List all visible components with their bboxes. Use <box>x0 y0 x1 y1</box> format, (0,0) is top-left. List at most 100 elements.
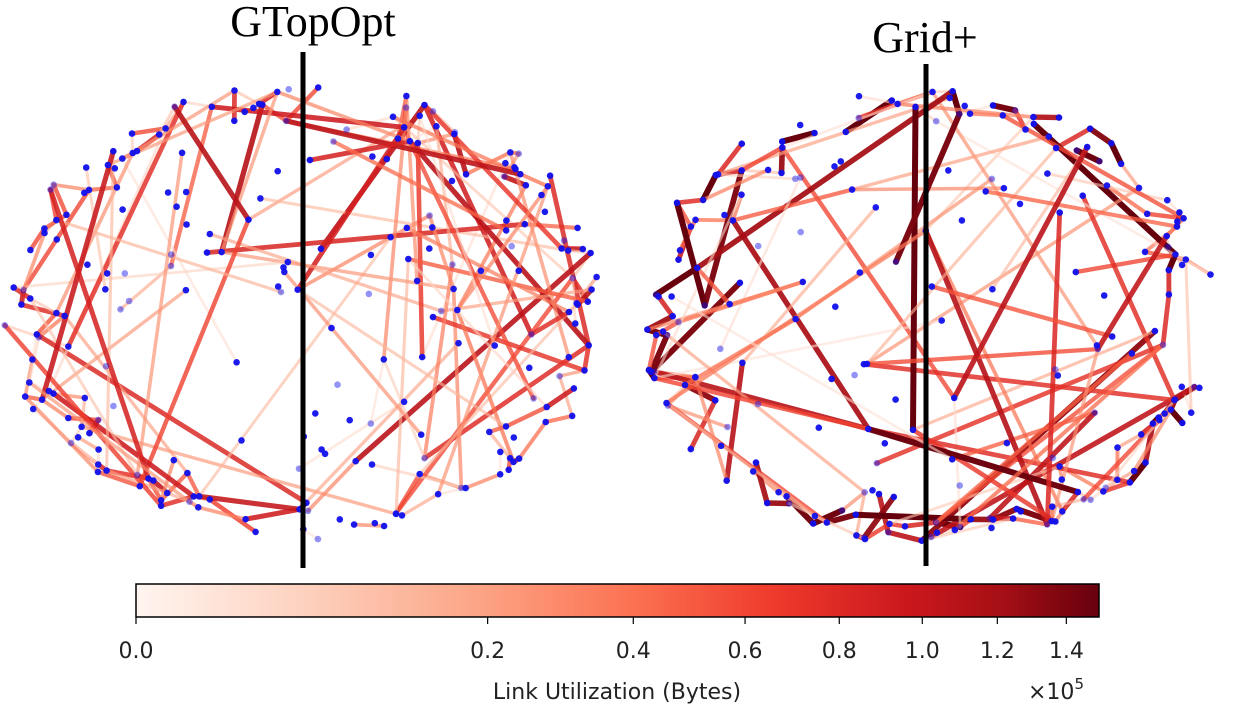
gtopopt-node <box>417 431 425 439</box>
gtopopt-node <box>418 353 426 361</box>
gtopopt-node <box>568 412 576 420</box>
colorbar-tick-label: 1.0 <box>905 639 940 664</box>
gridplus-node <box>1056 209 1063 216</box>
gridplus-node <box>888 97 896 104</box>
gridplus-node <box>676 247 684 254</box>
gtopopt-node <box>414 139 422 147</box>
gtopopt-node <box>426 245 433 252</box>
gridplus-node <box>1108 333 1116 340</box>
gtopopt-node <box>528 331 535 338</box>
gridplus-link <box>724 360 746 484</box>
gtopopt-node <box>371 519 379 527</box>
gtopopt-node <box>477 267 485 275</box>
gtopopt-node <box>426 212 433 219</box>
gtopopt-link <box>11 285 33 301</box>
panel-gtopopt: GTopOpt <box>1 0 600 568</box>
gridplus-node <box>890 493 898 501</box>
gtopopt-node <box>558 245 565 252</box>
gtopopt-node <box>510 434 518 441</box>
gridplus-node <box>1045 133 1053 140</box>
gtopopt-node <box>398 512 406 519</box>
gtopopt-node <box>579 245 587 253</box>
gridplus-node <box>892 258 900 266</box>
gtopopt-node <box>206 230 214 238</box>
gridplus-node <box>999 112 1007 119</box>
gtopopt-link <box>404 225 571 314</box>
gridplus-node <box>1103 182 1111 189</box>
gridplus-node <box>861 535 869 543</box>
gtopopt-node <box>111 165 119 172</box>
gridplus-node <box>865 425 872 433</box>
gridplus-node <box>717 345 724 353</box>
gridplus-node <box>1159 341 1167 349</box>
gridplus-node <box>957 523 964 531</box>
gtopopt-node <box>171 103 178 110</box>
gridplus-link <box>850 134 1051 192</box>
gtopopt-node <box>515 455 523 462</box>
gtopopt-node <box>53 236 61 243</box>
gridplus-node <box>1176 209 1183 216</box>
gtopopt-node <box>565 353 573 361</box>
gridplus-node <box>869 487 876 494</box>
gridplus-node <box>647 368 655 376</box>
gtopopt-link <box>23 394 100 474</box>
gridplus-node <box>651 374 658 382</box>
gridplus-node <box>652 291 660 299</box>
gtopopt-node <box>18 301 25 308</box>
gtopopt-node <box>314 84 322 91</box>
gridplus-node <box>1100 488 1107 495</box>
gtopopt-link <box>12 260 290 289</box>
gtopopt-link <box>40 397 71 420</box>
gridplus-link <box>670 295 954 461</box>
gridplus-node <box>1059 508 1066 515</box>
gridplus-node <box>797 228 804 236</box>
gtopopt-link <box>275 90 412 144</box>
gridplus-node <box>653 331 660 339</box>
gtopopt-node <box>570 385 578 392</box>
gtopopt-link <box>28 297 58 315</box>
gtopopt-node <box>593 273 600 281</box>
gtopopt-node <box>27 246 34 254</box>
gtopopt-node <box>486 428 493 436</box>
gridplus-node <box>775 488 782 496</box>
gridplus-node <box>856 269 864 276</box>
gtopopt-link <box>104 468 169 495</box>
gtopopt-link <box>582 342 592 373</box>
gtopopt-node <box>61 312 68 320</box>
gridplus-node <box>1174 218 1181 225</box>
gtopopt-node <box>78 423 85 431</box>
gtopopt-node <box>184 469 191 477</box>
gtopopt-link <box>422 262 455 461</box>
gridplus-node <box>1172 251 1179 258</box>
gridplus-node <box>815 424 823 432</box>
gtopopt-node <box>280 264 287 271</box>
gridplus-link <box>764 500 792 507</box>
colorbar-ticks: 0.0 0.2 0.4 0.6 0.8 1.0 1.2 1.4 <box>119 617 1084 664</box>
gridplus-node <box>1180 215 1187 222</box>
gridplus-node <box>692 373 699 381</box>
gtopopt-node <box>330 138 337 145</box>
gtopopt-node <box>10 284 17 291</box>
gridplus-node <box>986 514 994 522</box>
gridplus-link <box>813 514 858 537</box>
gridplus-node <box>989 516 997 523</box>
gtopopt-link <box>204 221 528 256</box>
gtopopt-node <box>104 161 112 169</box>
gridplus-link <box>730 217 871 432</box>
gridplus-node <box>988 524 995 532</box>
gridplus-link <box>910 427 1058 524</box>
gtopopt-node <box>515 267 522 275</box>
gtopopt-node <box>574 224 581 232</box>
gridplus-link <box>665 401 817 518</box>
gtopopt-node <box>508 242 515 250</box>
gridplus-link <box>810 507 846 527</box>
gridplus-node <box>946 94 953 102</box>
gtopopt-node <box>455 339 462 347</box>
gridplus-node <box>754 400 762 408</box>
gtopopt-node <box>206 496 214 503</box>
gtopopt-node <box>541 208 549 216</box>
gtopopt-node <box>394 135 402 142</box>
gridplus-node <box>948 456 956 463</box>
gtopopt-node <box>503 217 510 224</box>
gtopopt-node <box>387 233 394 241</box>
